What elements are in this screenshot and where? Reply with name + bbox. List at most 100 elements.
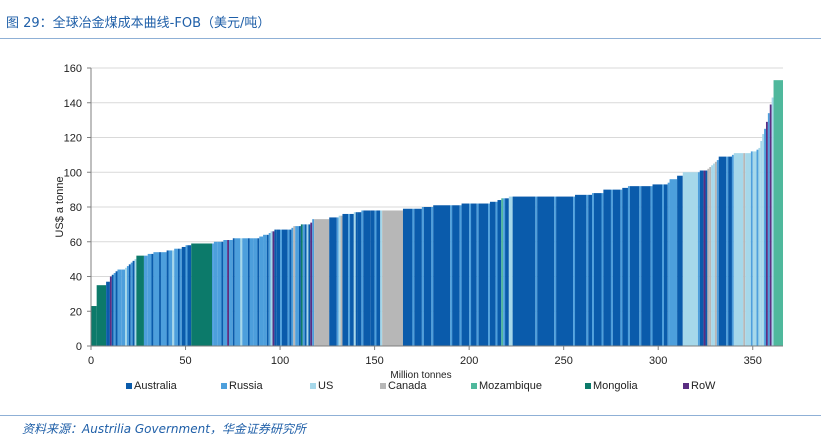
- bar-151-russia: [726, 156, 729, 346]
- bar-155-canada: [743, 153, 746, 346]
- x-tick-label: 0: [88, 355, 94, 367]
- bar-95-russia: [450, 205, 453, 346]
- bar-62-australia: [298, 226, 301, 346]
- bar-72-russia: [336, 217, 339, 346]
- bar-119-australia: [588, 194, 593, 346]
- bar-125-australia: [612, 189, 621, 346]
- bar-108-russia: [503, 198, 506, 346]
- bar-159-russia: [756, 149, 759, 346]
- bar-39-australia: [232, 238, 235, 346]
- bar-26-australia: [177, 248, 180, 346]
- bar-140-russia: [697, 172, 700, 346]
- bar-153-russia: [731, 154, 734, 346]
- bar-47-russia: [259, 236, 264, 346]
- y-tick-label: 20: [70, 306, 82, 318]
- bar-89-russia: [412, 208, 415, 346]
- bar-64-russia: [302, 224, 305, 346]
- bar-51-us: [270, 231, 273, 346]
- y-tick-label: 60: [70, 237, 82, 249]
- bar-139-us: [682, 172, 698, 346]
- bottom-divider: [0, 415, 821, 416]
- bar-76-russia: [348, 213, 351, 346]
- bar-104-australia: [489, 201, 496, 346]
- y-tick-label: 140: [64, 98, 82, 110]
- bar-61-russia: [295, 226, 299, 346]
- bar-135-australia: [663, 184, 668, 346]
- bar-70-canada: [314, 219, 330, 346]
- bar-80-australia: [357, 212, 362, 346]
- bar-165-russia: [767, 113, 770, 346]
- legend-label-australia: Australia: [134, 380, 178, 392]
- bar-141-australia: [699, 170, 704, 346]
- bar-series: [91, 80, 783, 346]
- bar-37-row: [227, 240, 230, 346]
- x-tick-label: 50: [179, 355, 191, 367]
- bar-52-row: [272, 231, 275, 346]
- bar-44-russia: [249, 238, 254, 346]
- y-tick-label: 80: [70, 202, 82, 214]
- bar-111-australia: [512, 196, 536, 346]
- bar-34-russia: [217, 241, 222, 346]
- bar-57-russia: [287, 229, 290, 346]
- x-tick-label: 300: [649, 355, 667, 367]
- legend-swatch-mozambique: [471, 383, 477, 389]
- x-tick-label: 250: [554, 355, 572, 367]
- bar-33-russia: [213, 241, 218, 346]
- bar-63-mongolia: [300, 224, 303, 346]
- bar-13-australia: [132, 260, 135, 346]
- bar-22-australia: [166, 250, 169, 346]
- bar-38-russia: [229, 240, 233, 346]
- bar-97-russia: [459, 205, 462, 346]
- bar-42-russia: [242, 238, 248, 346]
- bar-154-us: [733, 153, 744, 346]
- bar-145-canada: [709, 167, 712, 346]
- bar-130-russia: [639, 186, 642, 346]
- bar-28-australia: [181, 246, 186, 346]
- legend-swatch-mongolia: [585, 383, 591, 389]
- bar-73-us: [338, 215, 341, 346]
- bar-21-russia: [160, 252, 167, 346]
- bar-149-russia: [716, 160, 719, 346]
- bar-19-russia: [153, 252, 160, 346]
- bar-93-russia: [431, 207, 434, 346]
- legend-label-mozambique: Mozambique: [479, 380, 542, 392]
- bar-148-canada: [714, 161, 717, 346]
- bar-79-australia: [355, 212, 358, 346]
- legend-label-us: US: [318, 380, 333, 392]
- y-tick-label: 120: [64, 133, 82, 145]
- bar-5-russia: [113, 273, 116, 346]
- bar-66-us: [306, 224, 309, 346]
- x-tick-label: 150: [365, 355, 383, 367]
- bar-105-russia: [495, 201, 498, 346]
- bar-164-row: [765, 121, 768, 346]
- y-tick-labels: 0 20 40 60 80 100 120 140 160: [64, 63, 82, 353]
- bar-132-russia: [650, 186, 653, 346]
- bar-116-russia: [573, 196, 576, 346]
- bar-29-russia: [185, 245, 188, 346]
- bar-161-us: [760, 140, 763, 346]
- bar-90-australia: [414, 208, 422, 346]
- bar-131-australia: [641, 186, 651, 346]
- bar-147-us: [713, 163, 715, 346]
- bar-15-mongolia: [136, 255, 144, 346]
- bar-20-australia: [159, 252, 161, 346]
- bar-99-russia: [469, 203, 472, 346]
- top-divider: [0, 38, 821, 39]
- bar-2-australia: [106, 281, 110, 346]
- legend: Australia Russia US Canada Mozambique Mongoli…: [126, 380, 716, 392]
- x-tick-labels: 0 50 100 150 200 250 300 350: [88, 355, 762, 367]
- x-axis-label: Million tonnes: [390, 370, 451, 381]
- bar-3-row: [109, 276, 112, 346]
- bar-25-russia: [174, 248, 178, 346]
- legend-swatch-canada: [380, 383, 386, 389]
- bar-114-russia: [554, 196, 557, 346]
- bar-59-russia: [291, 227, 294, 346]
- bar-142-row: [703, 170, 706, 346]
- bar-118-russia: [586, 194, 589, 346]
- bar-75-australia: [342, 213, 349, 346]
- bar-166-row: [769, 104, 772, 346]
- y-tick-label: 160: [64, 63, 82, 75]
- bar-6-australia: [115, 271, 118, 346]
- bar-87-canada: [382, 210, 403, 346]
- bar-152-australia: [728, 156, 732, 346]
